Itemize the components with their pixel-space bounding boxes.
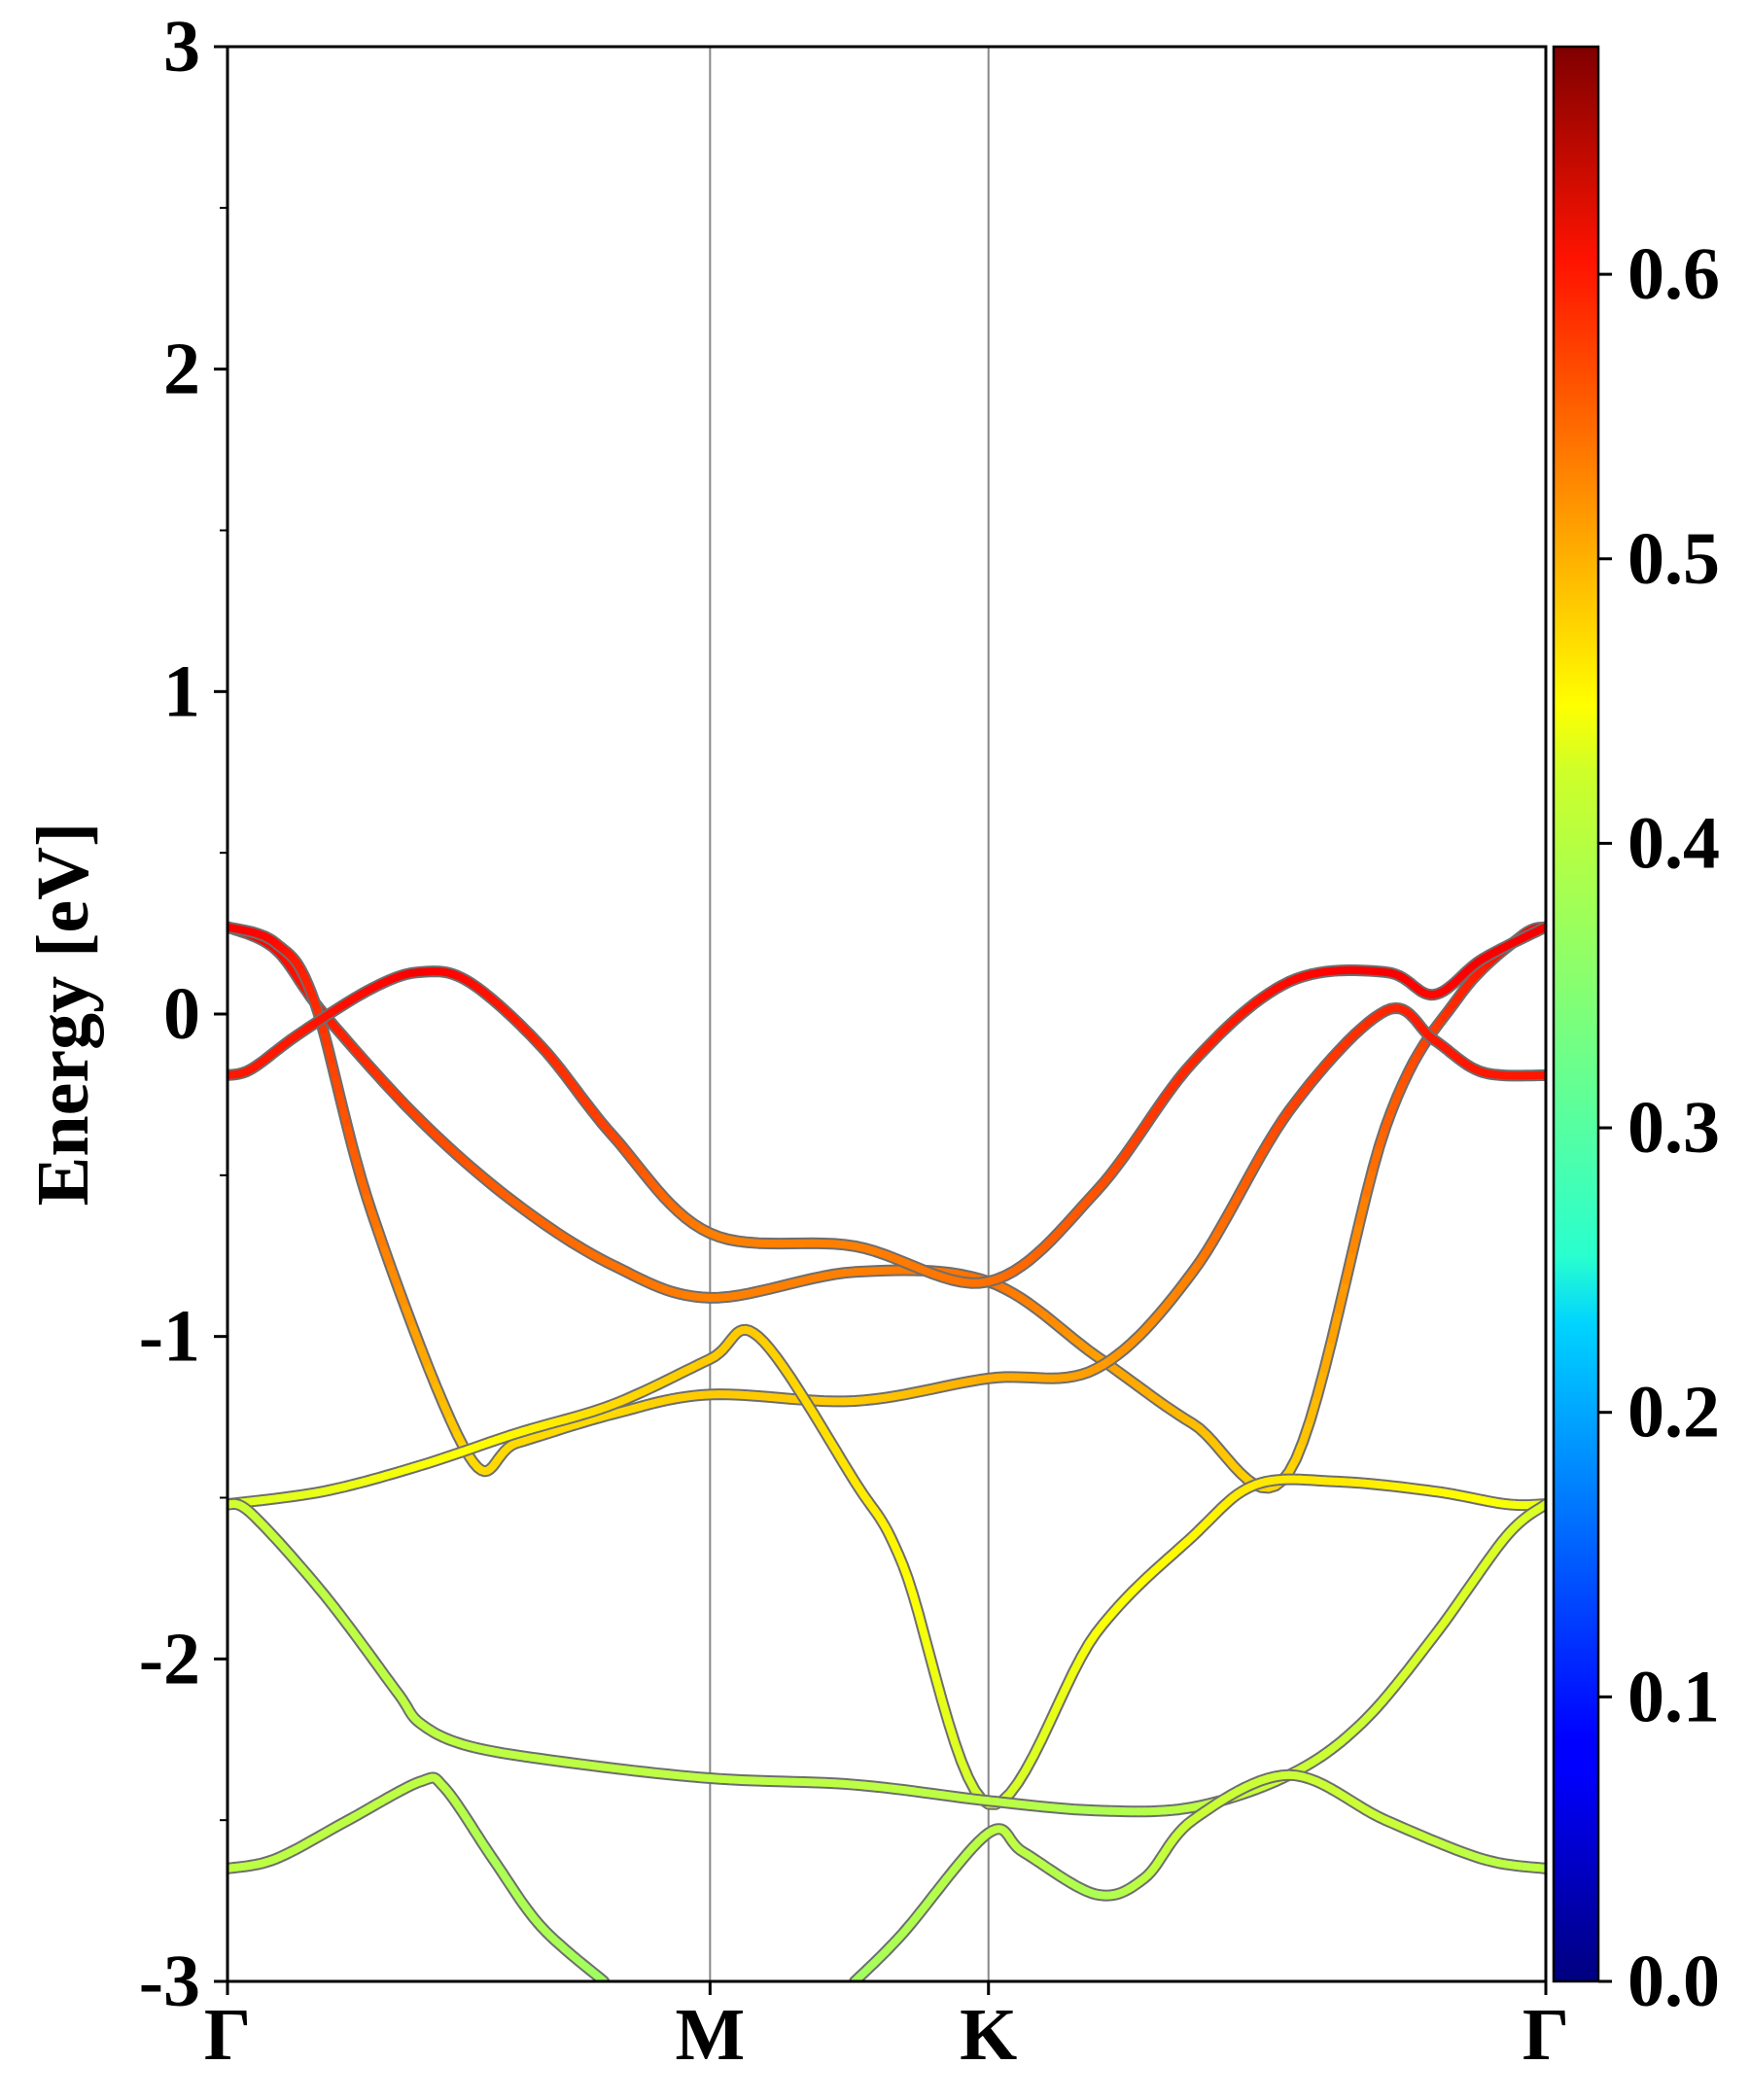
band-segment	[1335, 1276, 1350, 1314]
x-tick-label: M	[675, 1994, 745, 2076]
band-outline	[228, 1497, 1546, 1818]
band-segment	[1362, 1164, 1378, 1198]
colorbar-tick-label: 0.1	[1628, 1656, 1720, 1737]
colorbar: 0.0 0.1 0.2 0.3 0.4 0.5 0.6	[1552, 45, 1720, 2022]
band-4	[228, 1323, 1546, 1810]
band-segment	[1320, 1336, 1336, 1373]
y-axis-title: Energy [eV]	[22, 822, 104, 1207]
band-1	[228, 921, 1546, 1494]
x-tick-label: Γ	[1522, 1994, 1569, 2076]
band-segment	[1369, 1141, 1383, 1172]
band-5	[228, 1497, 1546, 1818]
band-6	[228, 1771, 611, 1981]
band-outline	[228, 1771, 611, 1981]
band-segment	[1313, 1365, 1329, 1400]
band-outline	[228, 921, 1546, 1478]
band-segment	[1355, 1189, 1371, 1226]
high-symmetry-lines	[709, 47, 990, 1981]
x-tick-label: Γ	[204, 1994, 251, 2076]
band-3	[228, 921, 1546, 1289]
bands	[228, 921, 1546, 1981]
y-axis: -3 -2 -1 0 1 2 3	[139, 6, 228, 2022]
y-tick-label: 3	[163, 6, 200, 88]
colorbar-tick-label: 0.3	[1628, 1087, 1720, 1169]
colorbar-tick-label: 0.5	[1628, 518, 1720, 600]
colorbar-tick-label: 0.6	[1628, 233, 1720, 315]
y-tick-label: 0	[163, 973, 200, 1055]
colorbar-gradient	[1552, 45, 1600, 1983]
band-7	[849, 1768, 1546, 1981]
colorbar-tick-label: 0.0	[1628, 1941, 1720, 2022]
band-outline	[228, 921, 1546, 1494]
band-segment	[1348, 1217, 1364, 1254]
y-tick-label: -2	[139, 1618, 200, 1699]
y-tick-label: -1	[139, 1296, 200, 1378]
colorbar-tick-label: 0.4	[1628, 802, 1720, 884]
band-segment	[1327, 1306, 1344, 1345]
y-tick-label: -3	[139, 1941, 200, 2022]
band-segment	[1342, 1246, 1357, 1284]
y-tick-label: 2	[163, 329, 200, 410]
y-tick-label: 1	[163, 650, 200, 732]
band-segment	[1306, 1391, 1321, 1424]
plot-frame	[226, 45, 1548, 1983]
colorbar-tick-label: 0.2	[1628, 1372, 1720, 1453]
band-outline	[228, 921, 1546, 1289]
x-tick-label: K	[960, 1994, 1017, 2076]
band-2	[228, 921, 1546, 1478]
